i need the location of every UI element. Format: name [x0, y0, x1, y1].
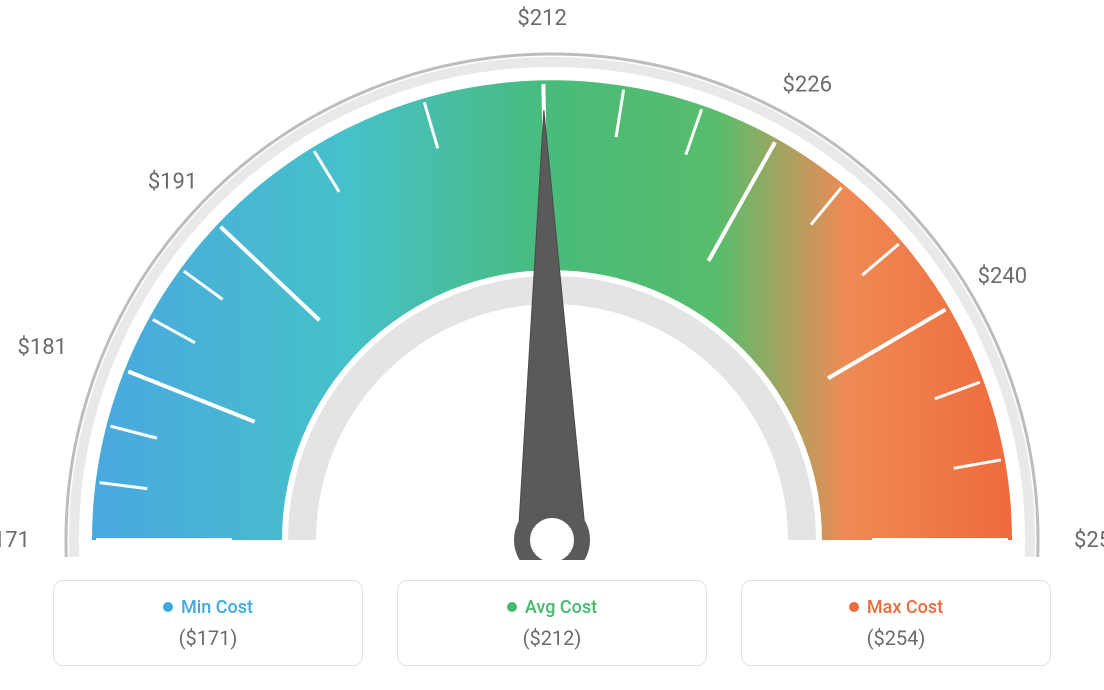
gauge-svg: $171 $181 $191 $212 $226 $240 $254 [0, 0, 1104, 560]
legend-title: Avg Cost [507, 597, 597, 618]
gauge-tick-label: $226 [783, 73, 832, 98]
legend-dot-icon [507, 602, 517, 612]
legend-title-text: Min Cost [181, 597, 253, 618]
gauge-chart: $171 $181 $191 $212 $226 $240 $254 [0, 0, 1104, 560]
legend-title: Min Cost [163, 597, 253, 618]
legend-dot-icon [163, 602, 173, 612]
gauge-tick-label: $191 [148, 170, 197, 195]
legend-row: Min Cost ($171) Avg Cost ($212) Max Cost ($25… [53, 580, 1051, 666]
legend-card-max: Max Cost ($254) [741, 580, 1051, 666]
legend-card-min: Min Cost ($171) [53, 580, 363, 666]
gauge-tick-label: $212 [517, 6, 566, 31]
legend-value: ($254) [867, 626, 926, 650]
legend-value: ($212) [523, 626, 582, 650]
gauge-tick-label: $181 [17, 335, 66, 360]
gauge-tick-label: $240 [978, 264, 1027, 289]
legend-title-text: Max Cost [867, 597, 943, 618]
gauge-needle-hub [522, 510, 582, 560]
gauge-tick-label: $171 [0, 528, 30, 553]
legend-dot-icon [849, 602, 859, 612]
legend-value: ($171) [179, 626, 238, 650]
legend-title-text: Avg Cost [525, 597, 597, 618]
legend-card-avg: Avg Cost ($212) [397, 580, 707, 666]
legend-title: Max Cost [849, 597, 943, 618]
gauge-tick-label: $254 [1074, 528, 1104, 553]
